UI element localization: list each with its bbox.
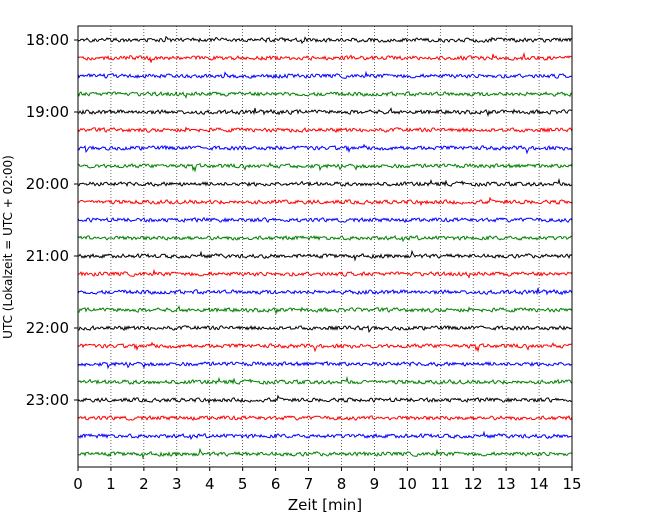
x-axis-ticks: 0 1 2 3 4 5 6 7 8 9 10 11 12 13 14 15 [73,467,582,493]
seismo-trace [77,375,573,385]
y-tick-label: 18:00 [26,31,69,49]
x-tick-label: 7 [304,475,314,493]
trace-layer [77,35,573,460]
y-axis-label: UTC (Lokalzeit = UTC + 02:00) [1,155,15,339]
seismo-trace [77,249,573,262]
x-tick-label: 15 [562,475,581,493]
y-axis-ticks: 18:00 19:00 20:00 21:00 22:00 23:00 [26,31,78,409]
x-tick-label: 9 [370,475,380,493]
seismo-trace [77,91,573,99]
x-axis-label: Zeit [min] [288,496,362,514]
seismo-trace [77,235,573,243]
y-tick-label: 21:00 [26,247,69,265]
y-tick-label: 22:00 [26,319,69,337]
plot-frame [77,25,573,468]
x-tick-label: 6 [271,475,281,493]
seismo-trace [77,430,573,441]
y-tick-label: 19:00 [26,103,69,121]
seismo-trace [77,51,573,63]
x-tick-label: 3 [172,475,182,493]
x-tick-label: 10 [398,475,417,493]
seismo-trace [77,287,573,296]
seismo-trace [77,126,573,133]
x-tick-label: 14 [530,475,549,493]
seismo-trace [77,268,573,279]
seismo-trace [77,35,573,45]
x-tick-label: 11 [431,475,450,493]
x-tick-label: 8 [337,475,347,493]
x-tick-label: 1 [106,475,116,493]
seismo-trace [77,360,573,370]
y-tick-label: 23:00 [26,391,69,409]
x-tick-label: 0 [73,475,83,493]
x-tick-label: 4 [205,475,215,493]
seismo-trace [77,305,573,316]
seismo-trace [77,107,573,118]
seismo-trace [77,162,573,173]
seismo-trace [77,70,573,79]
x-tick-label: 12 [464,475,483,493]
seismo-trace [77,415,573,421]
x-tick-label: 13 [497,475,516,493]
x-tick-label: 2 [139,475,149,493]
seismo-trace [77,177,573,187]
seismo-trace [77,394,573,405]
seismo-trace [77,341,573,353]
x-tick-label: 5 [238,475,248,493]
seismo-trace [77,196,573,207]
y-tick-label: 20:00 [26,175,69,193]
seismo-trace [77,447,573,460]
seismo-trace [77,217,573,223]
seismo-trace [77,143,573,155]
seismo-trace [77,324,573,333]
